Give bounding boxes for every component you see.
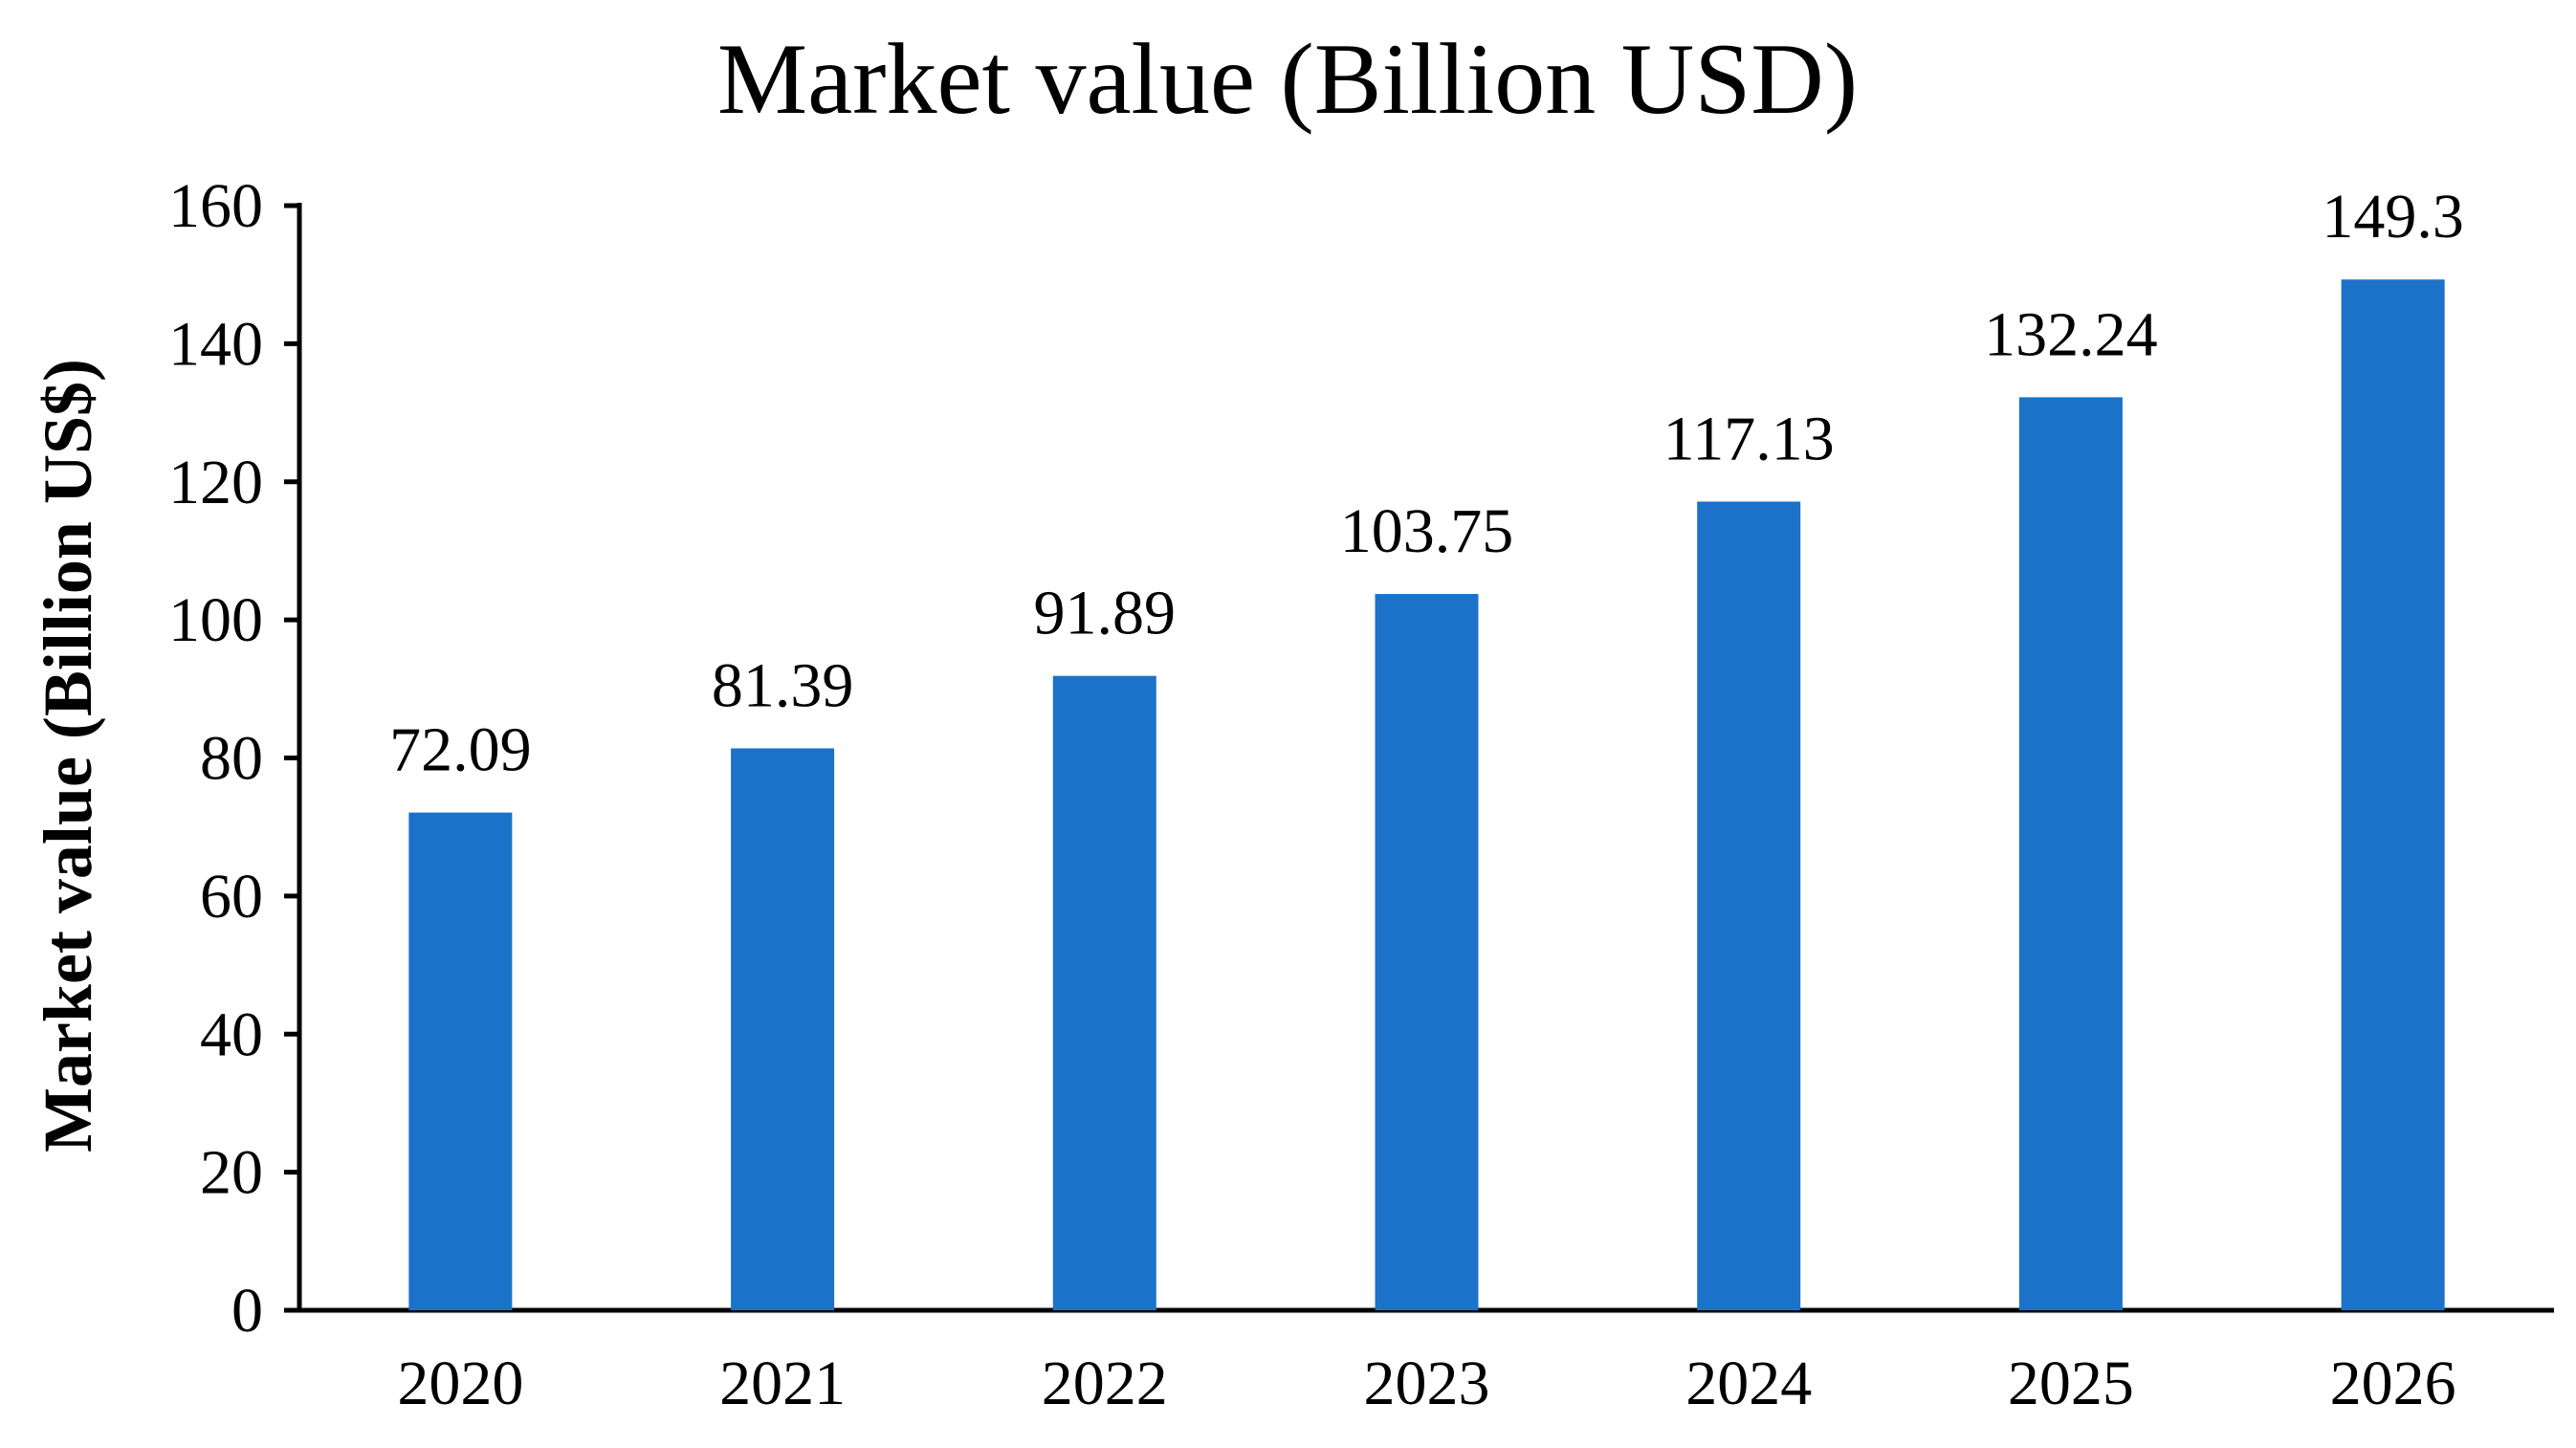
data-label-2025: 132.24 [1984,299,2158,369]
y-tick-label: 120 [168,448,263,517]
data-label-2022: 91.89 [1034,579,1177,648]
data-label-2024: 117.13 [1663,404,1835,473]
bar-2026 [2341,279,2445,1311]
y-axis-label: Market value (Billion US$) [30,359,106,1152]
x-tick-label-2020: 2020 [397,1349,523,1418]
bar-2021 [731,748,835,1310]
data-label-2020: 72.09 [389,715,532,785]
x-tick-label-2021: 2021 [719,1349,846,1418]
bar-2024 [1697,501,1801,1310]
data-label-2021: 81.39 [712,650,854,720]
bar-2025 [2018,397,2123,1311]
x-tick-label-2024: 2024 [1685,1349,1812,1418]
y-tick-label: 80 [200,724,263,794]
y-tick-label: 140 [168,309,263,379]
y-tick-label: 100 [168,585,263,655]
y-tick-label: 0 [231,1276,263,1346]
x-tick-label-2022: 2022 [1042,1349,1168,1418]
y-tick-label: 160 [168,171,263,241]
y-tick-label: 60 [200,862,263,932]
x-tick-label-2025: 2025 [2008,1349,2134,1418]
bar-2022 [1052,675,1156,1310]
bar-2023 [1375,594,1479,1310]
x-tick-label-2026: 2026 [2330,1349,2456,1418]
data-label-2026: 149.3 [2322,182,2464,252]
x-tick-label-2023: 2023 [1364,1349,1490,1418]
chart-title: Market value (Billion USD) [717,23,1858,135]
bar-2020 [408,812,513,1310]
plot-area: 0 20 40 60 80 100 120 140 160 72.09 2020 81.39 2021 9… [168,171,2554,1418]
y-tick-label: 20 [200,1138,263,1208]
y-tick-label: 40 [200,999,263,1069]
data-label-2023: 103.75 [1340,496,1514,566]
